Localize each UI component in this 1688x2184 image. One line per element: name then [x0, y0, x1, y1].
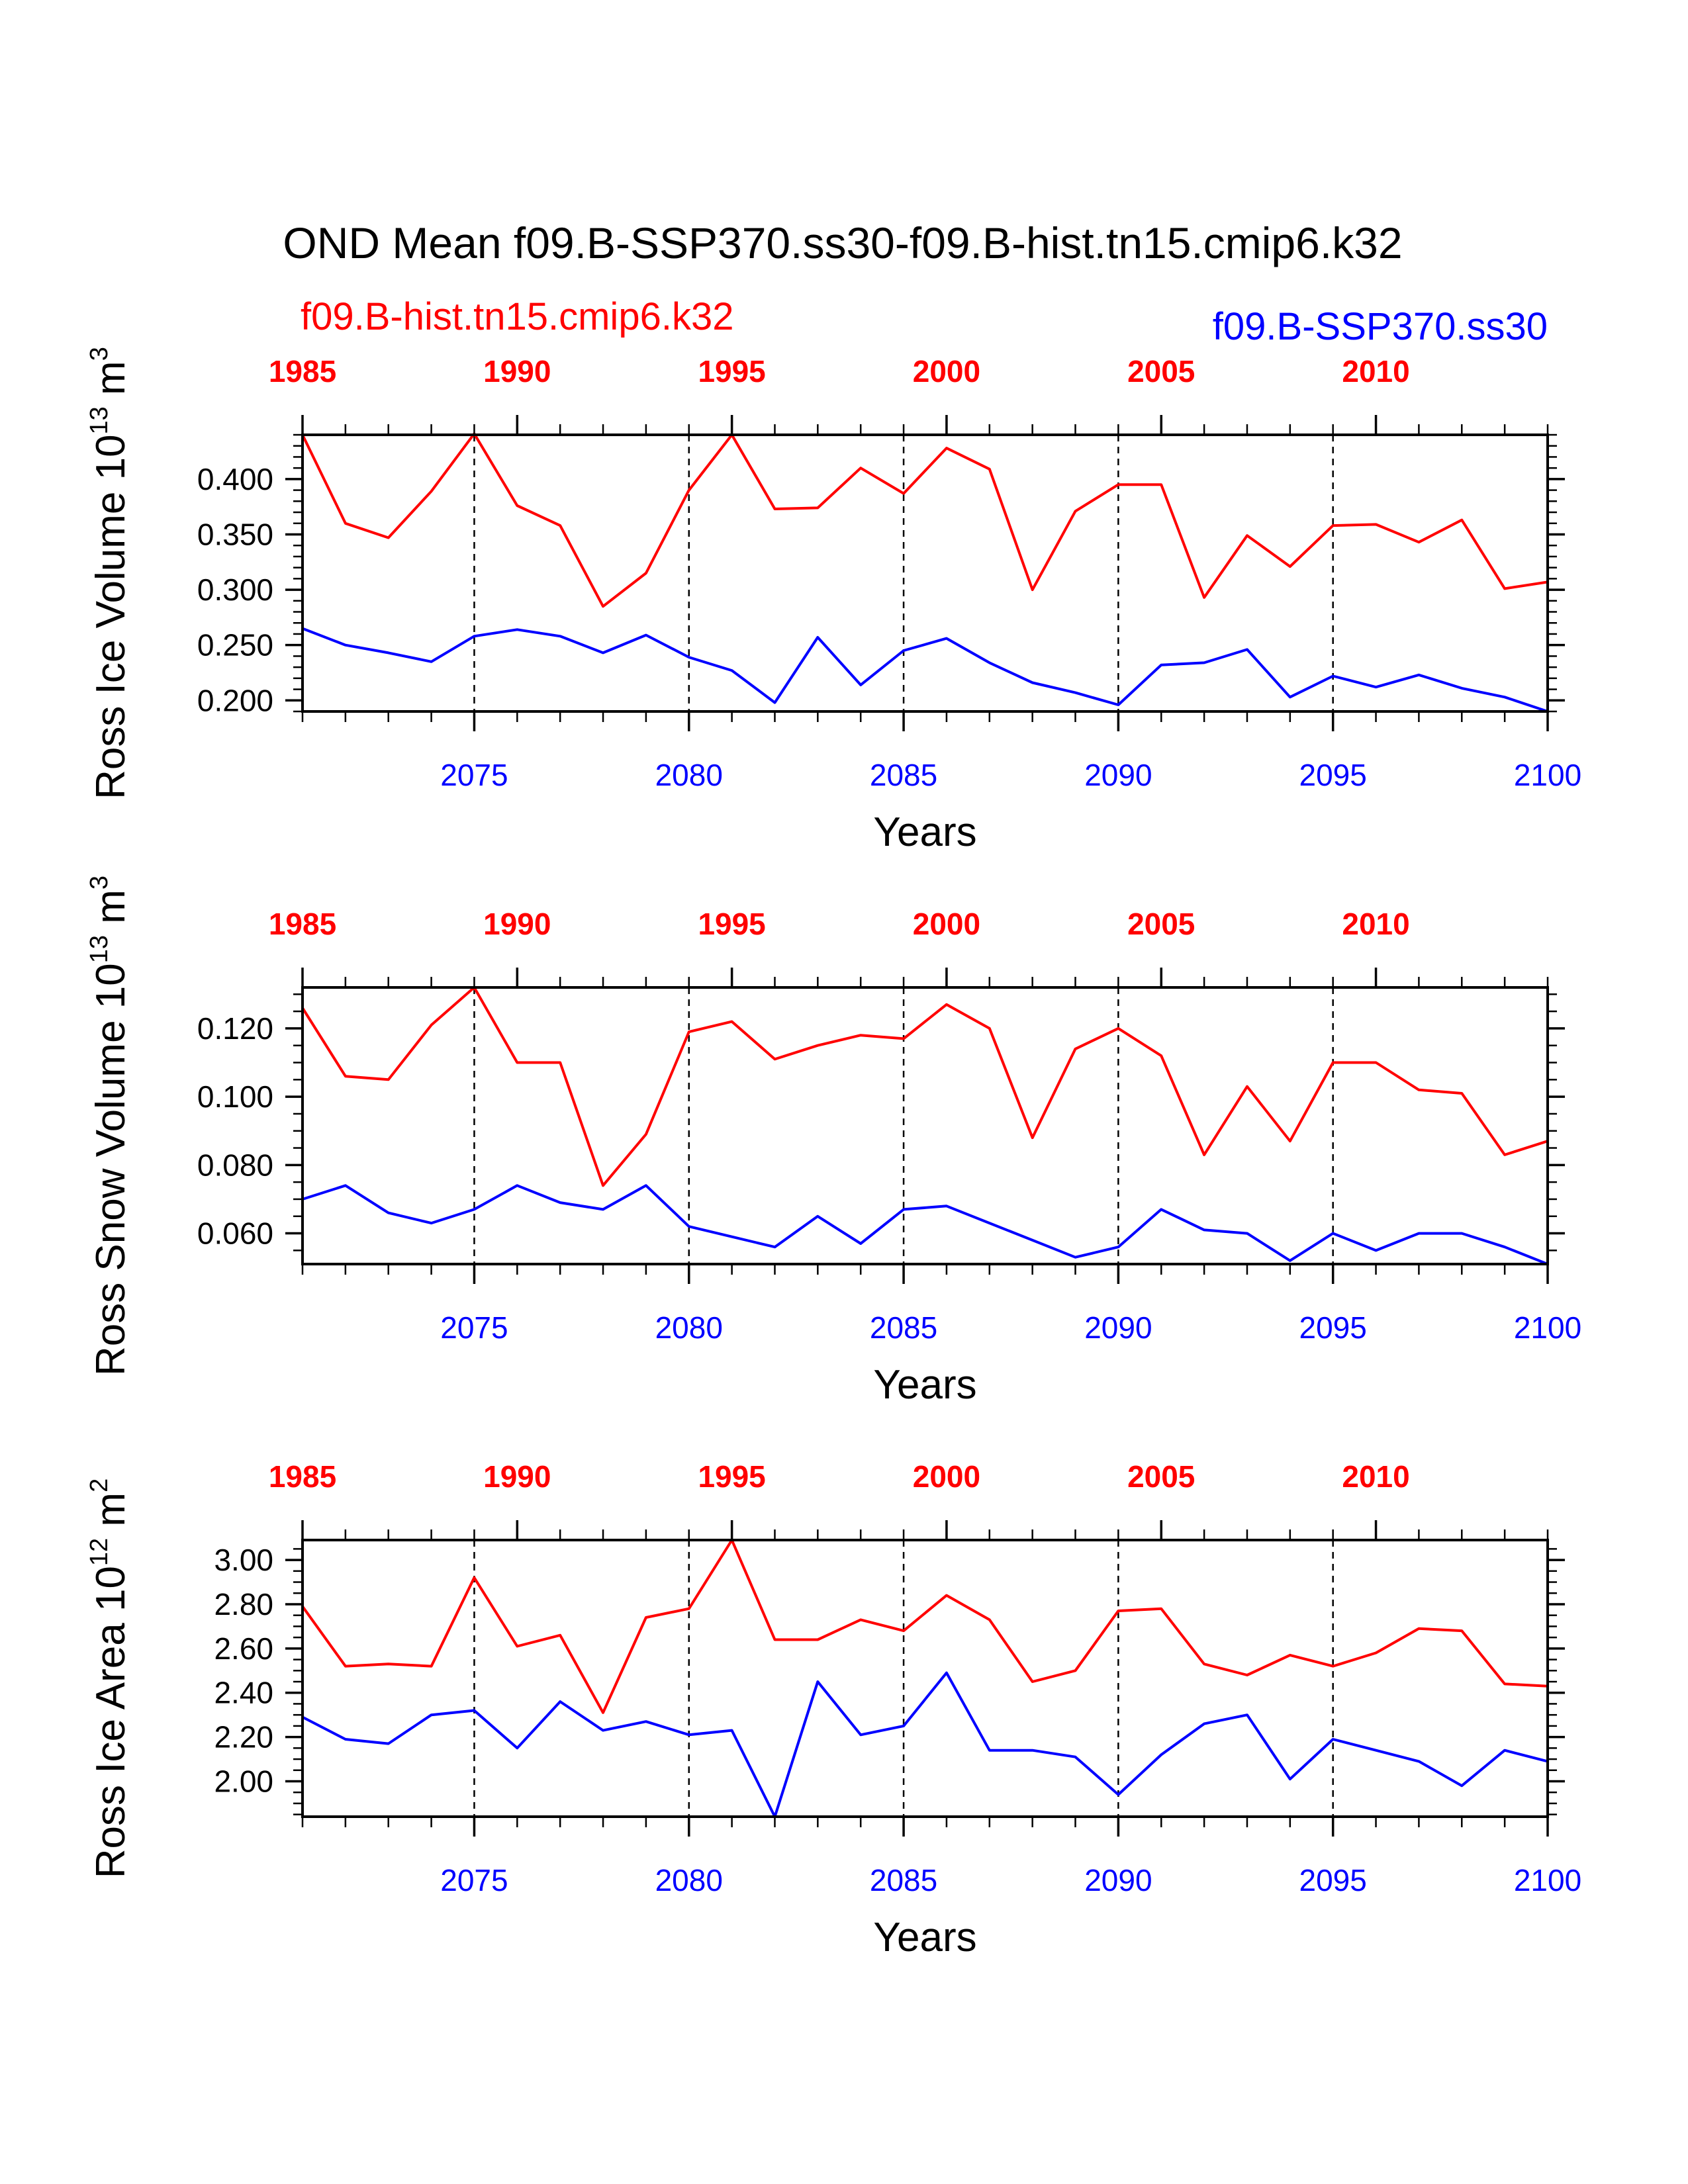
x-bottom-tick-label: 2100 — [1514, 1310, 1581, 1345]
x-bottom-tick-label: 2085 — [870, 1310, 937, 1345]
y-tick-label: 2.00 — [214, 1764, 273, 1798]
x-top-tick-label: 1985 — [269, 907, 336, 941]
x-bottom-tick-label: 2080 — [655, 758, 723, 792]
x-top-tick-label: 2005 — [1127, 907, 1195, 941]
y-tick-label: 2.80 — [214, 1587, 273, 1621]
y-tick-label: 2.20 — [214, 1720, 273, 1754]
y-tick-label: 2.60 — [214, 1631, 273, 1666]
series-line-ssp — [302, 1671, 1548, 1818]
y-axis-label: Ross Snow Volume 1013 m3 — [85, 876, 134, 1376]
y-axis-label-exponent: 13 — [85, 935, 113, 963]
panel-3: 2.00 2.20 2.40 2.60 2.80 3.00 2075 2080 2085 2090… — [85, 1459, 1581, 1960]
plot-frame — [301, 1539, 1549, 1818]
legend-ssp-label: f09.B-SSP370.ss30 — [1213, 305, 1548, 348]
x-top-tick-label: 1990 — [483, 354, 551, 388]
x-top-tick-label: 1985 — [269, 1459, 336, 1494]
legend-hist-label: f09.B-hist.tn15.cmip6.k32 — [301, 295, 733, 338]
series-line-ssp — [302, 627, 1548, 713]
x-top-tick-label: 2005 — [1127, 1459, 1195, 1494]
x-bottom-tick-label: 2085 — [870, 758, 937, 792]
y-axis-label-unit: m — [88, 1492, 134, 1538]
panel-2: 0.060 0.080 0.100 0.120 2075 2080 2085 2090 2095… — [85, 876, 1581, 1408]
y-tick-label: 0.200 — [197, 683, 273, 717]
x-bottom-tick-label: 2080 — [655, 1863, 723, 1897]
x-axis-label: Years — [873, 1362, 976, 1408]
x-bottom-tick-label: 2075 — [440, 758, 508, 792]
x-top-tick-label: 1995 — [698, 907, 765, 941]
plot-frame — [301, 986, 1549, 1265]
x-bottom-tick-label: 2095 — [1299, 1863, 1367, 1897]
y-axis-label-exponent: 13 — [85, 406, 113, 434]
x-top-tick-label: 2000 — [913, 354, 980, 388]
y-axis-label: Ross Ice Volume 1013 m3 — [85, 347, 134, 799]
x-bottom-tick-label: 2085 — [870, 1863, 937, 1897]
x-bottom-tick-label: 2095 — [1299, 758, 1367, 792]
x-bottom-tick-label: 2090 — [1084, 1310, 1152, 1345]
panel-1: 0.200 0.250 0.300 0.350 0.400 2075 2080 2085 209… — [85, 347, 1581, 855]
y-tick-label: 0.350 — [197, 517, 273, 551]
x-bottom-tick-label: 2100 — [1514, 1863, 1581, 1897]
y-axis-label-exponent: 12 — [85, 1538, 113, 1566]
y-tick-label: 3.00 — [214, 1543, 273, 1577]
x-top-tick-label: 1995 — [698, 1459, 765, 1494]
series-line-hist — [301, 1539, 1548, 1714]
y-axis-label-unit: m — [88, 361, 134, 406]
y-axis-label-text: Ross Ice Area 10 — [88, 1566, 134, 1878]
x-bottom-tick-label: 2075 — [440, 1863, 508, 1897]
y-tick-label: 2.40 — [214, 1676, 273, 1710]
y-tick-label: 0.400 — [197, 462, 273, 496]
x-top-tick-label: 2000 — [913, 907, 980, 941]
y-tick-label: 0.100 — [197, 1079, 273, 1114]
x-bottom-tick-label: 2075 — [440, 1310, 508, 1345]
x-top-tick-label: 2010 — [1342, 354, 1409, 388]
y-axis-label-unit-exponent: 2 — [85, 1479, 113, 1492]
x-axis-label: Years — [873, 809, 976, 855]
series-line-hist — [301, 986, 1548, 1187]
y-axis-label: Ross Ice Area 1012 m2 — [85, 1479, 134, 1878]
x-top-tick-label: 2005 — [1127, 354, 1195, 388]
x-bottom-tick-label: 2095 — [1299, 1310, 1367, 1345]
x-top-tick-label: 2010 — [1342, 907, 1409, 941]
y-axis-label-unit-exponent: 3 — [85, 347, 113, 361]
x-bottom-tick-label: 2090 — [1084, 1863, 1152, 1897]
panels: 0.200 0.250 0.300 0.350 0.400 2075 2080 2085 209… — [85, 347, 1581, 1960]
x-top-tick-label: 2000 — [913, 1459, 980, 1494]
x-top-tick-label: 1985 — [269, 354, 336, 388]
plot-frame — [301, 433, 1549, 713]
x-bottom-tick-label: 2090 — [1084, 758, 1152, 792]
y-tick-label: 0.300 — [197, 572, 273, 607]
x-bottom-tick-label: 2080 — [655, 1310, 723, 1345]
series-line-ssp — [302, 1184, 1548, 1265]
y-axis-label-unit: m — [88, 889, 134, 935]
x-axis-label: Years — [873, 1915, 976, 1960]
x-top-tick-label: 1990 — [483, 1459, 551, 1494]
x-top-tick-label: 1990 — [483, 907, 551, 941]
main-title: OND Mean f09.B-SSP370.ss30-f09.B-hist.tn… — [283, 218, 1402, 267]
y-axis-label-unit-exponent: 3 — [85, 876, 113, 889]
y-axis-label-text: Ross Ice Volume 10 — [88, 434, 134, 799]
series-line-hist — [301, 432, 1548, 608]
x-bottom-tick-label: 2100 — [1514, 758, 1581, 792]
x-top-tick-label: 1995 — [698, 354, 765, 388]
y-tick-label: 0.060 — [197, 1216, 273, 1251]
x-top-tick-label: 2010 — [1342, 1459, 1409, 1494]
y-tick-label: 0.120 — [197, 1011, 273, 1046]
y-tick-label: 0.250 — [197, 628, 273, 662]
y-tick-label: 0.080 — [197, 1148, 273, 1182]
y-axis-label-text: Ross Snow Volume 10 — [88, 963, 134, 1376]
